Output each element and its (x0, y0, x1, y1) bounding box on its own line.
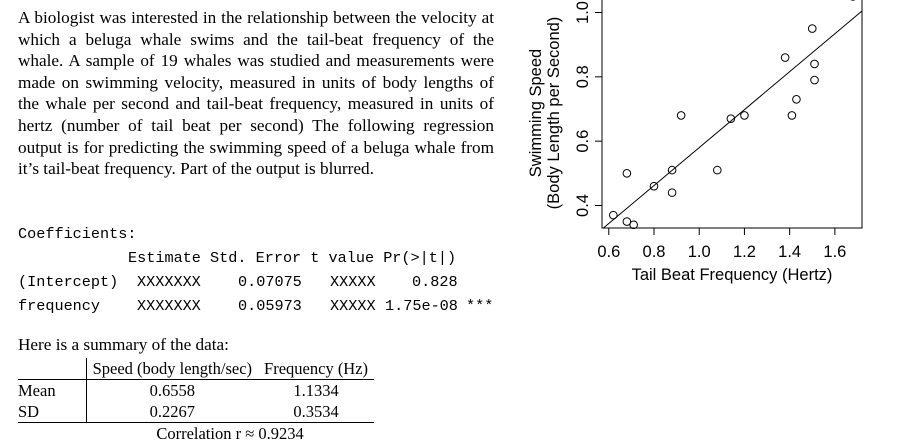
coef-t-intercept: XXXXX (330, 273, 376, 291)
data-point (713, 165, 722, 175)
coefficients-header: Estimate Std. Error t value Pr(>|t|) (128, 249, 457, 267)
data-point (629, 220, 638, 230)
coef-p-frequency: 1.75e-08 (385, 297, 458, 315)
coef-estimate-frequency: XXXXXXX (137, 297, 201, 315)
y-tick-label: 1.0 (574, 1, 592, 24)
summary-speed-value: 0.2267 (85, 401, 259, 423)
problem-text: A biologist was interested in the relati… (18, 8, 494, 179)
data-point (810, 59, 819, 69)
summary-frequency-value: 1.1334 (293, 381, 339, 400)
regression-line (602, 10, 862, 228)
summary-col-speed: Speed (body length/sec) (85, 358, 259, 380)
data-point (622, 169, 632, 178)
coef-estimate-intercept: XXXXXXX (137, 273, 201, 291)
coef-se-frequency: 0.05973 (238, 297, 302, 315)
data-point (807, 24, 817, 33)
summary-row-label: SD (18, 401, 87, 423)
data-point (676, 111, 686, 120)
x-tick-label: 0.8 (643, 243, 666, 261)
summary-frequency-value: 0.3534 (258, 401, 375, 423)
plot-area: 0.6 0.8 1.0 1.2 1.4 1.6 0.4 0.6 0.8 1.0 Tail Beat … (527, 0, 863, 284)
summary-row-correlation: Correlation r ≈ 0.9234 (18, 423, 374, 444)
summary-row-mean: Mean 0.6558 1.1334 (18, 379, 374, 401)
data-point (780, 53, 790, 62)
y-tick-label: 0.4 (574, 194, 592, 217)
summary-table: Speed (body length/sec) Frequency (Hz) M… (18, 358, 375, 444)
coef-p-intercept: 0.828 (412, 273, 458, 291)
x-axis-title: Tail Beat Frequency (Hertz) (632, 266, 833, 284)
summary-row-label: Mean (18, 381, 56, 400)
y-axis-subtitle: (Body Length per Second) (545, 17, 563, 210)
summary-speed-value: 0.6558 (85, 379, 259, 401)
summary-row-sd: SD 0.2267 0.3534 (18, 401, 375, 423)
y-tick-label: 0.8 (574, 65, 592, 88)
data-point (667, 165, 677, 175)
x-tick-label: 1.6 (823, 243, 846, 261)
coef-name-frequency: frequency (18, 297, 101, 315)
summary-intro: Here is a summary of the data: (18, 335, 229, 354)
data-point (649, 181, 659, 191)
y-axis-title: Swimming Speed (527, 49, 545, 177)
data-point (787, 111, 797, 120)
coefficients-title: Coefficients: (18, 225, 137, 243)
data-point (609, 210, 618, 220)
data-point (810, 75, 819, 85)
x-tick-label: 1.2 (733, 243, 756, 261)
coef-signif-frequency: *** (466, 297, 494, 315)
data-point (622, 217, 632, 226)
x-tick-label: 1.4 (778, 243, 801, 261)
data-point (792, 95, 801, 104)
x-tick-label: 0.6 (597, 243, 620, 261)
summary-corner (18, 358, 87, 380)
data-point (667, 188, 677, 197)
coef-t-frequency: XXXXX (330, 297, 376, 315)
data-point (740, 111, 749, 120)
coef-se-intercept: 0.07075 (238, 273, 302, 291)
plot-frame (601, 0, 863, 229)
y-tick-label: 0.6 (574, 130, 592, 153)
summary-col-frequency: Frequency (Hz) (258, 358, 375, 380)
data-point (726, 114, 736, 123)
coef-name-intercept: (Intercept) (18, 273, 119, 291)
x-tick-label: 1.0 (688, 243, 711, 261)
correlation-text: Correlation r ≈ 0.9234 (156, 424, 304, 443)
